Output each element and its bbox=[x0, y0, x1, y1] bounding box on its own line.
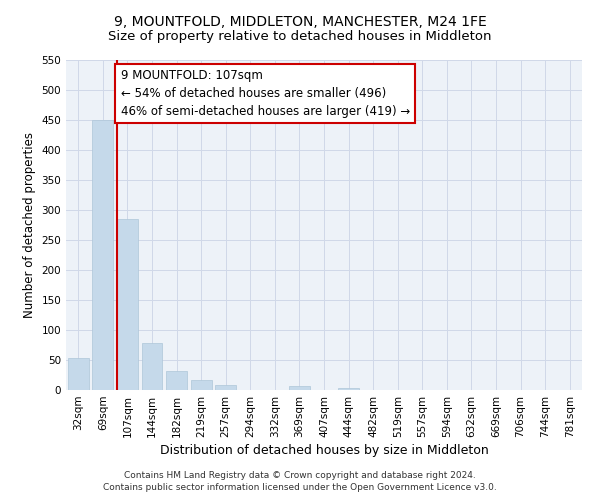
Text: 9, MOUNTFOLD, MIDDLETON, MANCHESTER, M24 1FE: 9, MOUNTFOLD, MIDDLETON, MANCHESTER, M24… bbox=[113, 15, 487, 29]
X-axis label: Distribution of detached houses by size in Middleton: Distribution of detached houses by size … bbox=[160, 444, 488, 457]
Text: Size of property relative to detached houses in Middleton: Size of property relative to detached ho… bbox=[108, 30, 492, 43]
Bar bbox=[338, 388, 359, 390]
Bar bbox=[92, 120, 113, 390]
Bar bbox=[191, 380, 212, 390]
Text: 9 MOUNTFOLD: 107sqm
← 54% of detached houses are smaller (496)
46% of semi-detac: 9 MOUNTFOLD: 107sqm ← 54% of detached ho… bbox=[121, 69, 410, 118]
Bar bbox=[68, 358, 89, 390]
Y-axis label: Number of detached properties: Number of detached properties bbox=[23, 132, 36, 318]
Bar bbox=[289, 386, 310, 390]
Text: Contains HM Land Registry data © Crown copyright and database right 2024.
Contai: Contains HM Land Registry data © Crown c… bbox=[103, 471, 497, 492]
Bar bbox=[166, 371, 187, 390]
Bar bbox=[215, 384, 236, 390]
Bar bbox=[142, 343, 163, 390]
Bar bbox=[117, 219, 138, 390]
